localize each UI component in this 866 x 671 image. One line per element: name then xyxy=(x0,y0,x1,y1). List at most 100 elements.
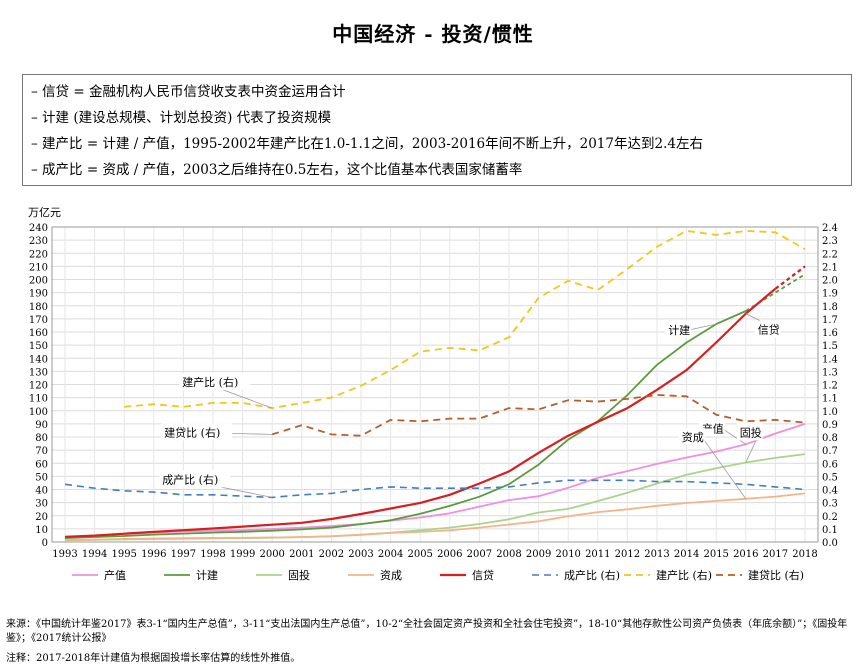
y-left-tick-label: 20 xyxy=(35,512,48,523)
x-tick-label: 2018 xyxy=(792,549,817,560)
y-left-tick-label: 90 xyxy=(35,420,48,431)
y-left-tick-label: 230 xyxy=(29,236,48,247)
y-left-tick-label: 220 xyxy=(29,249,48,260)
y-left-tick-label: 50 xyxy=(35,472,48,483)
y-left-tick-label: 140 xyxy=(29,354,48,365)
annotation-leader xyxy=(688,323,717,331)
x-tick-label: 2008 xyxy=(496,549,521,560)
y-left-tick-label: 80 xyxy=(35,433,48,444)
annotation-label: 计建 xyxy=(668,323,690,337)
y-right-tick-label: 0.4 xyxy=(822,486,838,497)
x-tick-label: 2012 xyxy=(615,549,640,560)
y-right-tick-label: 1.8 xyxy=(822,302,838,313)
y-right-tick-label: 2.2 xyxy=(822,249,838,260)
legend-label: 固投 xyxy=(288,568,310,582)
y-right-tick-label: 1.9 xyxy=(822,289,838,300)
x-tick-label: 2007 xyxy=(467,549,492,560)
note-line: – 成产比 = 资成 / 产值，2003之后维持在0.5左右，这个比值基本代表国… xyxy=(31,162,523,178)
series-line-信贷 xyxy=(64,287,777,538)
note-line: – 计建 (建设总规模、计划总投资) 代表了投资规模 xyxy=(31,110,332,126)
series-line-信贷外推 xyxy=(774,265,806,290)
y-right-tick-label: 1.5 xyxy=(822,341,838,352)
y-right-tick-label: 0.7 xyxy=(822,446,838,457)
x-tick-label: 1998 xyxy=(200,549,225,560)
y-left-tick-label: 240 xyxy=(29,223,48,234)
y-right-tick-label: 1.4 xyxy=(822,354,838,365)
y-left-tick-label: 60 xyxy=(35,459,48,470)
annotation-label: 建产比 (右) xyxy=(182,375,238,389)
x-tick-label: 2011 xyxy=(585,549,610,560)
x-tick-label: 1994 xyxy=(82,549,107,560)
y-right-tick-label: 0.8 xyxy=(822,433,838,444)
x-tick-label: 2009 xyxy=(526,549,551,560)
note-line: – 信贷 = 金融机构人民币信贷收支表中资金运用合计 xyxy=(31,84,346,100)
x-tick-label: 1999 xyxy=(230,549,255,560)
y-left-tick-label: 170 xyxy=(29,315,48,326)
y-axis-unit-label: 万亿元 xyxy=(28,206,61,219)
legend: 产值 计建 固投 资成 信贷 成产比 (右) 建产比 (右) 建贷比 (右) xyxy=(72,568,804,582)
series-line-建产比右 xyxy=(124,230,806,409)
series-line-成产比右 xyxy=(64,479,806,499)
x-tick-label: 1997 xyxy=(171,549,196,560)
y-left-tick-label: 160 xyxy=(29,328,48,339)
y-right-tick-label: 1.7 xyxy=(822,315,838,326)
y-left-tick-label: 0 xyxy=(42,538,48,549)
annotation-bg xyxy=(665,321,692,339)
note-text: 建产比 = 计建 / 产值，1995-2002年建产比在1.0-1.1之间，20… xyxy=(42,136,703,152)
x-tick-label: 2000 xyxy=(259,549,284,560)
annotation-bg xyxy=(698,419,725,437)
annotation-label: 建贷比 (右) xyxy=(164,425,220,439)
annotation-leader xyxy=(701,436,747,500)
x-tick-label: 2003 xyxy=(348,549,373,560)
series-line-建贷比右 xyxy=(271,394,806,437)
annotation-label: 信贷 xyxy=(758,323,780,337)
y-left-tick-label: 110 xyxy=(29,394,48,405)
y-right-tick-label: 0.2 xyxy=(822,512,838,523)
plot-frame xyxy=(51,226,819,543)
annotation-bg xyxy=(754,320,781,338)
x-tick-label: 1995 xyxy=(111,549,136,560)
y-right-tick-label: 2.0 xyxy=(822,276,838,287)
y-right-tick-label: 1.2 xyxy=(822,381,838,392)
y-right-tick-label: 2.4 xyxy=(822,223,838,234)
y-right-tick-label: 1.0 xyxy=(822,407,838,418)
note-line: – 建产比 = 计建 / 产值，1995-2002年建产比在1.0-1.1之间，… xyxy=(31,136,703,152)
annotation-label: 成产比 (右) xyxy=(162,472,218,486)
legend-label: 产值 xyxy=(104,568,126,582)
y-right-tick-label: 0.0 xyxy=(822,538,838,549)
source-text: 来源：《中国统计年鉴2017》表3-1“国内生产总值”，3-11“支出法国内生产… xyxy=(6,619,848,644)
legend-label: 建产比 (右) xyxy=(656,568,712,582)
annotation-bg xyxy=(736,423,763,441)
y-left-tick-label: 130 xyxy=(29,367,48,378)
y-left-tick-label: 210 xyxy=(29,262,48,273)
x-tick-label: 2010 xyxy=(555,549,580,560)
x-tick-label: 2006 xyxy=(437,549,462,560)
y-right-tick-label: 2.3 xyxy=(822,236,838,247)
x-tick-label: 2004 xyxy=(378,549,403,560)
y-left-tick-label: 200 xyxy=(29,276,48,287)
y-left-tick-label: 70 xyxy=(35,446,48,457)
x-tick-label: 2015 xyxy=(703,549,728,560)
y-right-tick-label: 0.6 xyxy=(822,459,838,470)
x-tick-label: 2005 xyxy=(407,549,432,560)
y-left-tick-label: 40 xyxy=(35,486,48,497)
y-left-tick-label: 190 xyxy=(29,289,48,300)
y-right-tick-label: 2.1 xyxy=(822,262,838,273)
series-line-固投 xyxy=(64,453,806,542)
x-tick-label: 2017 xyxy=(763,549,788,560)
y-left-tick-label: 10 xyxy=(35,525,48,536)
annotation-bg xyxy=(678,427,705,445)
y-right-tick-label: 0.1 xyxy=(822,525,838,536)
x-tick-label: 2013 xyxy=(644,549,669,560)
y-left-tick-label: 150 xyxy=(29,341,48,352)
annotation-bg xyxy=(179,373,251,391)
x-tick-label: 2002 xyxy=(319,549,344,560)
series-layer xyxy=(64,230,806,542)
legend-label: 资成 xyxy=(380,569,402,582)
y-left-tick-label: 120 xyxy=(29,381,48,392)
x-tick-label: 2014 xyxy=(674,549,699,560)
series-line-计建 xyxy=(64,310,747,539)
y-right-tick-label: 0.3 xyxy=(822,499,838,510)
annotation-label: 固投 xyxy=(740,425,762,439)
notes-box: – 信贷 = 金融机构人民币信贷收支表中资金运用合计 – 计建 (建设总规模、计… xyxy=(22,74,852,186)
